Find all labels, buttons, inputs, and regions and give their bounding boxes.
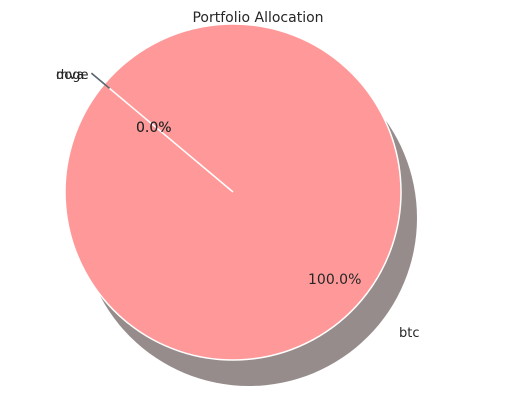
slice-label-doge: doge xyxy=(56,68,88,83)
slice-label-mva: mva xyxy=(56,68,84,83)
slice-label-btc: btc xyxy=(399,326,420,341)
pct-label-doge: 0.0% xyxy=(136,120,172,136)
pie-slice-btc xyxy=(63,22,403,362)
pct-label-btc: 100.0% xyxy=(308,272,361,288)
pct-label-mva: 0.0% xyxy=(136,120,172,136)
chart-title: Portfolio Allocation xyxy=(192,10,323,26)
pie-slice-mva xyxy=(90,72,110,89)
